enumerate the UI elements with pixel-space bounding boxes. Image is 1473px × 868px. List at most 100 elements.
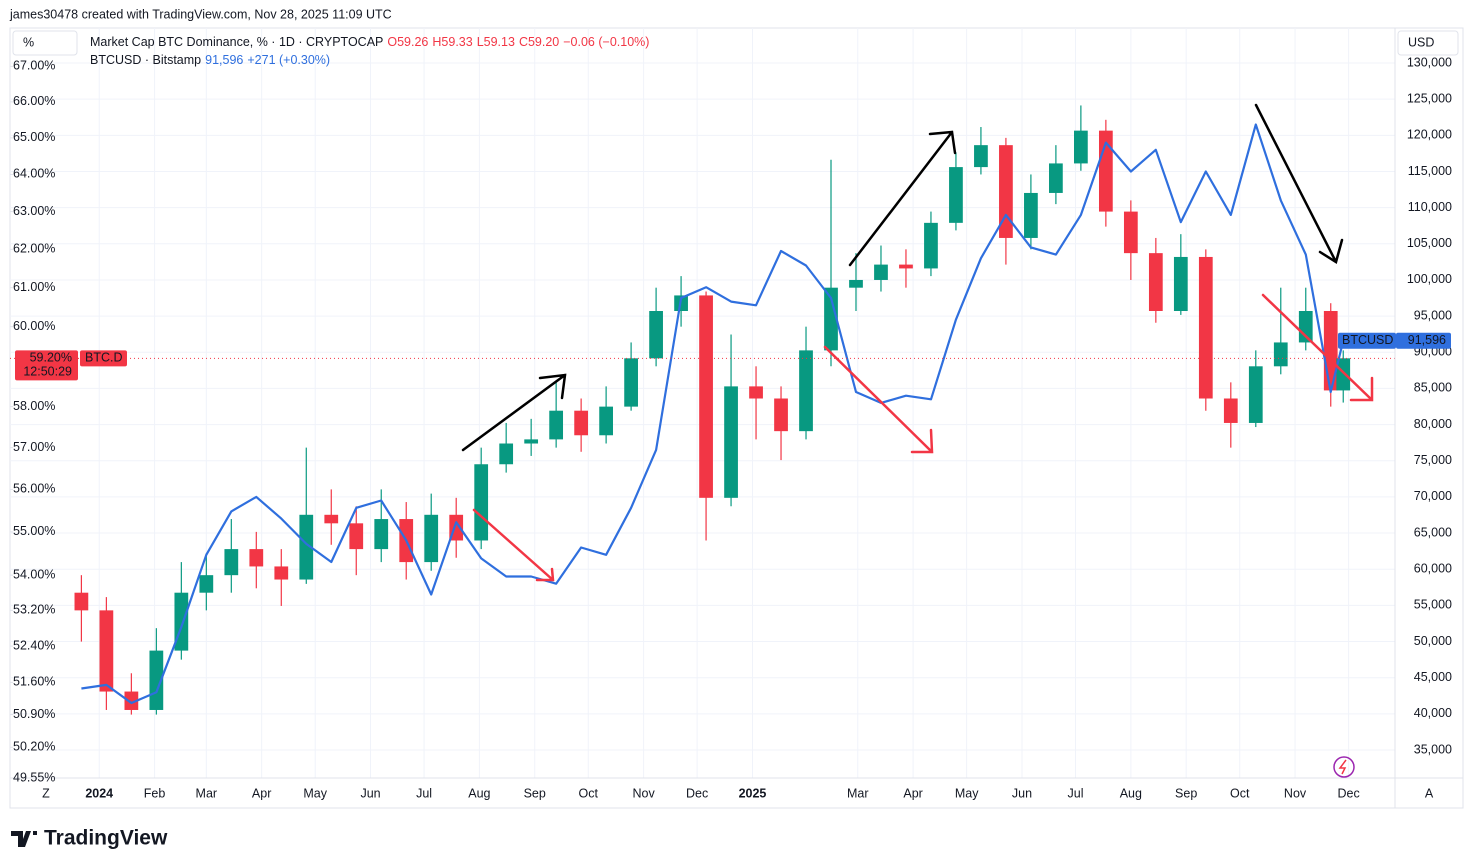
- arrow: [848, 130, 957, 267]
- right-unit[interactable]: USD: [1408, 35, 1434, 49]
- candle-body: [424, 514, 439, 563]
- y-tick-label: 50.90%: [13, 707, 55, 721]
- x-tick-label: Jul: [1068, 786, 1084, 800]
- candle-body: [824, 287, 838, 351]
- arrow: [461, 373, 567, 452]
- candle-body: [1173, 256, 1188, 311]
- z-button[interactable]: Z: [42, 786, 50, 800]
- candle-body: [1198, 256, 1213, 399]
- quote: O59.26 H59.33 L59.13 C59.20 −0.06 (−0.10%): [387, 35, 653, 49]
- candle-body: [99, 610, 114, 692]
- candle-body: [874, 264, 888, 280]
- candle-body: [499, 443, 514, 465]
- series-tag-box: [1338, 332, 1396, 349]
- y-tick-label: 51.60%: [13, 675, 55, 689]
- legend-name: Market Cap BTC Dominance, % · 1D · CRYPT…: [90, 35, 384, 49]
- quote-value: H59.33: [432, 35, 473, 49]
- last-price-label: 59.20%: [30, 351, 72, 365]
- candle-body: [1148, 253, 1163, 311]
- y2-tick-label: 130,000: [1407, 55, 1452, 69]
- x-tick-label: Dec: [1337, 786, 1359, 800]
- y-tick-label: 54.00%: [13, 567, 55, 581]
- countdown: 12:50:29: [23, 365, 72, 379]
- quote-value: L59.13: [476, 35, 515, 49]
- y2-tick-label: 50,000: [1414, 634, 1452, 648]
- legend-name: BTCUSD · Bitstamp: [90, 53, 202, 67]
- icon[interactable]: [1333, 756, 1355, 778]
- x-tick-label: Sep: [1175, 786, 1197, 800]
- y-tick-label: 60.00%: [13, 319, 55, 333]
- last-price-label: 91,596: [1408, 333, 1446, 347]
- candle-body: [149, 650, 164, 710]
- candle-body: [274, 566, 289, 580]
- icon: [1338, 759, 1347, 775]
- y2-tick-label: 75,000: [1414, 453, 1452, 467]
- a-button[interactable]: A: [1425, 786, 1434, 800]
- x-tick-label: Jul: [416, 786, 432, 800]
- y2-tick-label: 100,000: [1407, 272, 1452, 286]
- y2-tick-label: 95,000: [1414, 308, 1452, 322]
- y2-tick-label: 115,000: [1408, 164, 1452, 178]
- price-line: [81, 123, 1345, 705]
- x-tick-label: Jun: [360, 786, 380, 800]
- candle-body: [1049, 163, 1063, 193]
- candle-body: [1248, 366, 1263, 423]
- y-tick-label: 53.20%: [13, 603, 55, 617]
- candle-body: [899, 264, 913, 269]
- candle-body: [774, 398, 788, 432]
- x-tick-label: 2025: [739, 786, 767, 800]
- candle-body: [849, 279, 863, 288]
- y2-tick-label: 55,000: [1414, 598, 1452, 612]
- x-tick-label: Nov: [1284, 786, 1307, 800]
- candle-body: [1074, 130, 1088, 164]
- candle-body: [649, 310, 663, 359]
- x-tick-label: 2024: [85, 786, 113, 800]
- x-tick-label: May: [955, 786, 979, 800]
- y2-tick-label: 105,000: [1407, 236, 1452, 250]
- candle-body: [224, 549, 239, 576]
- y-tick-label: 56.00%: [13, 482, 55, 496]
- candle-body: [574, 410, 589, 436]
- last-price-box: [15, 350, 78, 381]
- x-tick-label: Dec: [686, 786, 708, 800]
- unit-button[interactable]: [1397, 30, 1459, 56]
- y2-tick-label: 45,000: [1414, 670, 1452, 684]
- y-tick-label: 57.00%: [13, 440, 55, 454]
- candle-body: [1223, 398, 1238, 423]
- series-tag: BTCUSD: [1342, 333, 1393, 347]
- candle-body: [949, 167, 963, 223]
- last-price-box: [1396, 332, 1451, 349]
- quote-value: C59.20: [518, 35, 560, 49]
- y2-tick-label: 125,000: [1407, 91, 1452, 105]
- candle-body: [1336, 358, 1351, 391]
- candle-body: [724, 386, 738, 498]
- y-tick-label: 50.20%: [13, 740, 55, 754]
- x-tick-label: Jun: [1012, 786, 1032, 800]
- candle-body: [549, 410, 564, 440]
- y2-tick-label: 85,000: [1414, 381, 1452, 395]
- y-tick-label: 49.55%: [13, 770, 55, 784]
- x-tick-label: Mar: [196, 786, 218, 800]
- candle-body: [474, 464, 489, 541]
- candle-body: [699, 295, 713, 498]
- left-unit[interactable]: %: [23, 35, 34, 49]
- y-tick-label: 64.00%: [13, 167, 55, 181]
- candle-body: [249, 549, 264, 567]
- candle-body: [799, 350, 813, 432]
- unit-button[interactable]: [12, 30, 78, 56]
- series-tag: BTC.D: [85, 351, 123, 365]
- candle-body: [199, 575, 214, 593]
- arrow: [823, 345, 934, 454]
- quote-value: O59.26: [387, 35, 429, 49]
- y-tick-label: 52.40%: [13, 638, 55, 652]
- credit: james30478 created with TradingView.com,…: [9, 7, 392, 21]
- y-tick-label: 67.00%: [13, 59, 55, 73]
- y2-tick-label: 60,000: [1414, 562, 1452, 576]
- y2-tick-label: 80,000: [1414, 417, 1452, 431]
- candle-body: [74, 592, 89, 611]
- candle-body: [324, 514, 339, 524]
- quote: 91,596 +271 (+0.30%): [205, 53, 334, 67]
- candle-body: [749, 386, 763, 399]
- logo-mark: [11, 831, 37, 847]
